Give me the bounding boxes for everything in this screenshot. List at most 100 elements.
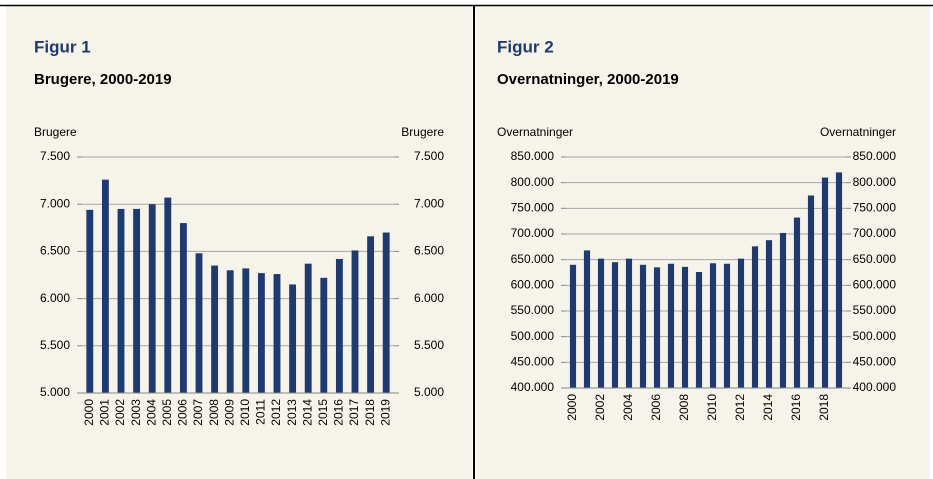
y-axis-label: Overnatninger	[497, 125, 573, 139]
y-tick-label: 850.000	[511, 149, 555, 163]
y-tick-label: 6.000	[40, 291, 70, 305]
bar	[117, 208, 125, 393]
y2-tick-label: 5.500	[414, 338, 444, 352]
bar	[351, 250, 359, 393]
bar	[807, 195, 815, 388]
bar	[211, 265, 219, 393]
y2-tick-label: 400.000	[853, 380, 897, 394]
x-tick-label: 2003	[129, 399, 143, 426]
bar	[382, 232, 390, 393]
bar	[195, 253, 203, 393]
x-tick-label: 2018	[817, 394, 831, 421]
x-tick-label: 2014	[300, 399, 314, 426]
y-tick-label: 550.000	[511, 303, 555, 317]
x-tick-label: 2016	[332, 399, 346, 426]
y-tick-label: 800.000	[511, 175, 555, 189]
bar	[821, 177, 829, 388]
bar	[148, 204, 156, 393]
panel	[6, 6, 472, 479]
bar	[367, 236, 375, 393]
bar	[835, 172, 843, 388]
chart-title: Figur 2	[497, 37, 554, 56]
bar	[86, 209, 94, 393]
bar	[793, 217, 801, 388]
x-tick-label: 2010	[705, 394, 719, 421]
bar	[723, 263, 731, 388]
bar	[304, 263, 312, 393]
bar	[257, 273, 265, 393]
bar	[226, 270, 234, 393]
y-tick-label: 400.000	[511, 380, 555, 394]
bar	[709, 263, 717, 388]
x-tick-label: 2004	[144, 399, 158, 426]
y2-tick-label: 850.000	[853, 149, 897, 163]
bar	[583, 250, 591, 388]
y-tick-label: 750.000	[511, 201, 555, 215]
y-tick-label: 7.000	[40, 196, 70, 210]
x-tick-label: 2016	[789, 394, 803, 421]
bar	[695, 271, 703, 388]
y2-tick-label: 700.000	[853, 226, 897, 240]
x-tick-label: 2015	[316, 399, 330, 426]
bar	[569, 264, 577, 388]
y2-tick-label: 5.000	[414, 385, 444, 399]
y-axis-label: Brugere	[34, 125, 77, 139]
x-tick-label: 2019	[378, 399, 392, 426]
x-tick-label: 2012	[269, 399, 283, 426]
x-tick-label: 2006	[176, 399, 190, 426]
x-tick-label: 2008	[207, 399, 221, 426]
y2-axis-label: Brugere	[401, 125, 444, 139]
y2-tick-label: 7.500	[414, 149, 444, 163]
y-tick-label: 7.500	[40, 149, 70, 163]
bar	[765, 240, 773, 388]
y2-axis-label: Overnatninger	[820, 125, 896, 139]
bar	[335, 258, 343, 393]
bar	[779, 232, 787, 388]
bar	[653, 267, 661, 388]
y2-tick-label: 7.000	[414, 196, 444, 210]
y-tick-label: 5.500	[40, 338, 70, 352]
bar	[101, 179, 109, 393]
x-tick-label: 2006	[649, 394, 663, 421]
y2-tick-label: 600.000	[853, 278, 897, 292]
bar	[681, 266, 689, 388]
y-tick-label: 6.500	[40, 244, 70, 258]
y-tick-label: 5.000	[40, 385, 70, 399]
bar	[597, 258, 605, 388]
y2-tick-label: 500.000	[853, 329, 897, 343]
y2-tick-label: 550.000	[853, 303, 897, 317]
y2-tick-label: 450.000	[853, 355, 897, 369]
x-tick-label: 2000	[565, 394, 579, 421]
y-tick-label: 500.000	[511, 329, 555, 343]
y2-tick-label: 6.000	[414, 291, 444, 305]
x-tick-label: 2009	[222, 399, 236, 426]
bar	[751, 246, 759, 388]
chart-title: Figur 1	[34, 37, 91, 56]
bar	[133, 208, 141, 393]
bar	[639, 264, 647, 388]
bar	[320, 277, 328, 393]
bar	[625, 258, 633, 388]
bar	[611, 262, 619, 388]
bar	[737, 258, 745, 388]
y-tick-label: 700.000	[511, 226, 555, 240]
x-tick-label: 2000	[82, 399, 96, 426]
y-tick-label: 600.000	[511, 278, 555, 292]
x-tick-label: 2002	[113, 399, 127, 426]
x-tick-label: 2011	[254, 399, 268, 425]
y2-tick-label: 750.000	[853, 201, 897, 215]
x-tick-label: 2012	[733, 394, 747, 421]
x-tick-label: 2013	[285, 399, 299, 426]
x-tick-label: 2002	[593, 394, 607, 421]
y-tick-label: 450.000	[511, 355, 555, 369]
x-tick-label: 2014	[761, 394, 775, 421]
y2-tick-label: 650.000	[853, 252, 897, 266]
bar	[667, 263, 675, 388]
x-tick-label: 2005	[160, 399, 174, 426]
y2-tick-label: 800.000	[853, 175, 897, 189]
x-tick-label: 2001	[98, 399, 112, 426]
chart-subtitle: Brugere, 2000-2019	[34, 71, 172, 88]
x-tick-label: 2007	[191, 399, 205, 426]
x-tick-label: 2004	[621, 394, 635, 421]
